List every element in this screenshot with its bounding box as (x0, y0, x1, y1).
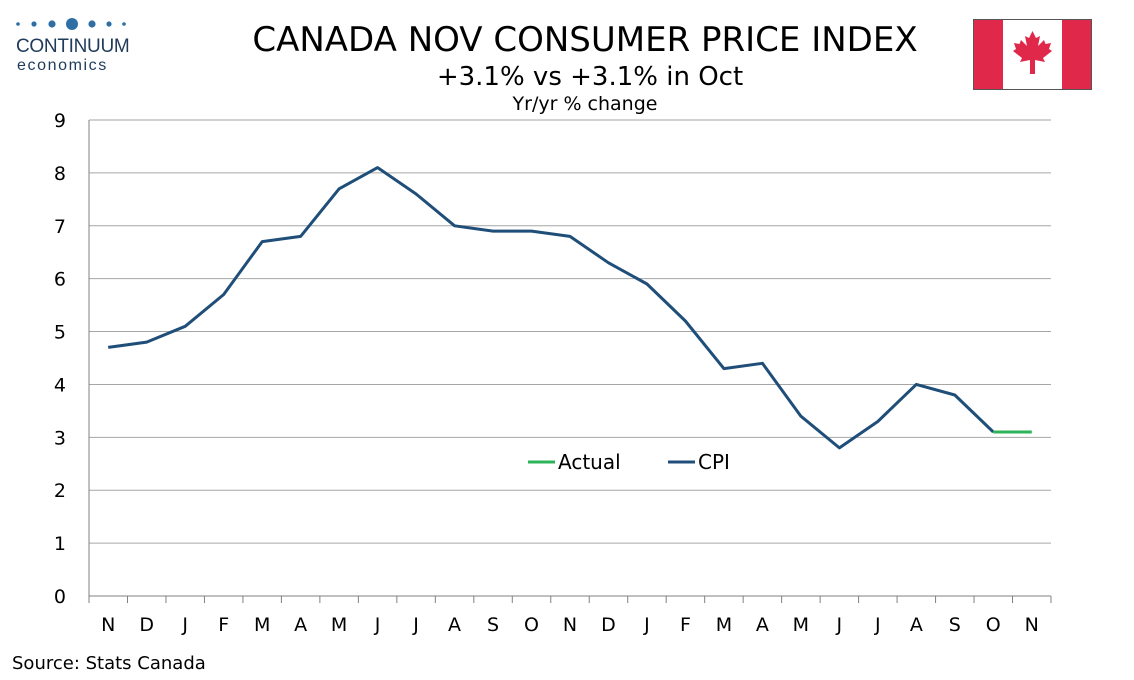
x-tick-label: M (331, 614, 347, 636)
y-tick-label: 9 (54, 110, 66, 132)
x-tick-label: M (793, 614, 809, 636)
y-tick-label: 4 (54, 374, 66, 396)
gridlines (89, 119, 1051, 544)
x-tick-label: D (601, 614, 616, 636)
y-tick-label: 6 (54, 269, 66, 291)
x-tick-label: N (101, 614, 115, 636)
series-lines (107, 166, 1032, 450)
x-tick-label: J (181, 614, 188, 636)
x-tick-label: F (218, 614, 229, 636)
series-line-cpi (107, 166, 995, 450)
x-tick-label: J (874, 614, 881, 636)
legend-label-cpi: CPI (698, 450, 730, 474)
y-tick-label: 0 (54, 586, 66, 608)
x-tick-label: J (836, 614, 843, 636)
logo-dots-icon (16, 18, 126, 30)
x-tick-label: M (254, 614, 270, 636)
x-tick-label: J (412, 614, 419, 636)
y-tick-label: 8 (54, 163, 66, 185)
source-note: Source: Stats Canada (12, 653, 206, 674)
y-axis-ticks: 0 1 2 3 4 5 6 7 8 9 (54, 110, 66, 608)
legend-label-actual: Actual (558, 450, 621, 474)
x-tick-label: O (524, 614, 539, 636)
x-tick-label: O (986, 614, 1001, 636)
x-tick-label: M (716, 614, 732, 636)
x-tick-label: A (294, 614, 307, 636)
chart-title: CANADA NOV CONSUMER PRICE INDEX (252, 20, 918, 60)
axes (88, 120, 1052, 603)
x-tick-label: J (374, 614, 381, 636)
y-tick-label: 2 (54, 480, 66, 502)
x-tick-label: A (910, 614, 923, 636)
x-tick-label: N (1025, 614, 1039, 636)
x-tick-label: N (563, 614, 577, 636)
y-tick-label: 5 (54, 322, 66, 344)
x-tick-label: S (487, 614, 499, 636)
logo-subtitle: economics (17, 57, 108, 74)
x-tick-label: D (139, 614, 154, 636)
x-tick-label: F (680, 614, 691, 636)
x-tick-label: A (756, 614, 769, 636)
y-tick-label: 3 (54, 427, 66, 449)
legend: Actual CPI (528, 450, 730, 474)
y-tick-label: 1 (54, 533, 66, 555)
canada-flag-icon (973, 19, 1092, 90)
chart-subtitle: +3.1% vs +3.1% in Oct (436, 62, 744, 92)
x-tick-label: S (949, 614, 961, 636)
continuum-logo: CONTINUUM economics (12, 14, 142, 74)
chart-units: Yr/yr % change (512, 93, 658, 115)
x-tick-label: A (448, 614, 461, 636)
y-tick-label: 7 (54, 216, 66, 238)
x-tick-label: J (643, 614, 650, 636)
logo-name: CONTINUUM (16, 36, 130, 57)
